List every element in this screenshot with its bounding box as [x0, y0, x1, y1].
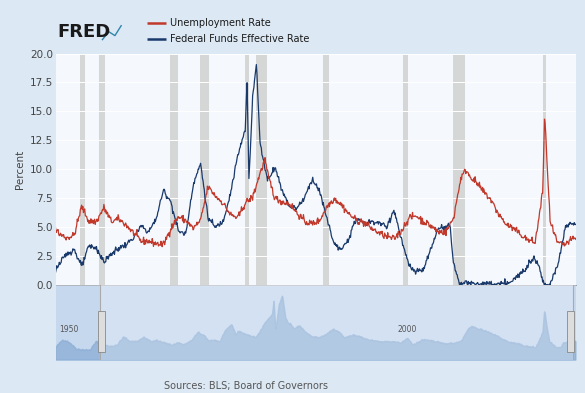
Bar	[200, 53, 209, 285]
Text: 2000: 2000	[397, 325, 417, 334]
Bar	[567, 311, 574, 352]
Bar	[543, 53, 546, 285]
Bar	[403, 53, 408, 285]
Text: 1950: 1950	[60, 325, 79, 334]
Bar	[256, 53, 267, 285]
Text: Unemployment Rate: Unemployment Rate	[170, 18, 271, 28]
Bar	[245, 53, 249, 285]
Text: FRED: FRED	[57, 23, 111, 40]
Y-axis label: Percent: Percent	[15, 150, 25, 189]
Bar	[99, 285, 573, 360]
Bar	[99, 53, 105, 285]
Bar	[324, 53, 329, 285]
Bar	[170, 53, 178, 285]
Bar	[453, 53, 464, 285]
Bar	[98, 311, 105, 352]
Bar	[80, 53, 85, 285]
Text: Sources: BLS; Board of Governors: Sources: BLS; Board of Governors	[164, 381, 328, 391]
Text: Federal Funds Effective Rate: Federal Funds Effective Rate	[170, 34, 309, 44]
